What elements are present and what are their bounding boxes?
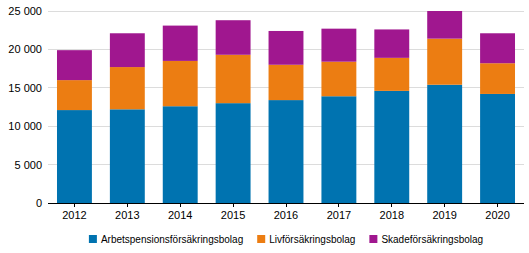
bar [57, 50, 92, 80]
legend-swatch [257, 235, 265, 243]
x-tick [233, 203, 234, 207]
bar [269, 100, 304, 203]
bar [163, 106, 198, 203]
grid-line [48, 203, 524, 204]
bar [216, 20, 251, 55]
bar [110, 109, 145, 203]
y-tick-label: 10 000 [8, 120, 42, 132]
y-tick-label: 15 000 [8, 82, 42, 94]
bar [480, 33, 515, 63]
bar [216, 55, 251, 103]
x-tick-label: 2017 [327, 209, 351, 221]
bar [374, 29, 409, 57]
legend-label: Arbetspensionsförsäkringsbolag [101, 234, 243, 245]
y-tick-label: 5 000 [14, 159, 42, 171]
bars [57, 11, 515, 203]
x-tick [497, 203, 498, 207]
bar [216, 103, 251, 203]
bar [480, 94, 515, 203]
bar [57, 80, 92, 110]
x-tick [444, 203, 445, 207]
x-tick-label: 2015 [221, 209, 245, 221]
y-tick-label: 20 000 [8, 43, 42, 55]
x-tick-label: 2019 [432, 209, 456, 221]
y-tick-label: 25 000 [8, 5, 42, 17]
bar [163, 61, 198, 106]
legend-label: Livförsäkringsbolag [269, 234, 355, 245]
x-tick [286, 203, 287, 207]
bar [321, 29, 356, 62]
grid [48, 11, 524, 203]
x-tick [391, 203, 392, 207]
bar [163, 26, 198, 61]
bar [110, 33, 145, 67]
x-axis [48, 203, 524, 204]
y-tick-label: 0 [36, 197, 42, 209]
bar [269, 65, 304, 100]
legend-item: Skadeförsäkringsbolag [369, 234, 483, 245]
bar [321, 62, 356, 97]
bar [374, 58, 409, 91]
legend: Arbetspensionsförsäkringsbolag Livförsäkr… [89, 234, 483, 245]
bar [374, 91, 409, 203]
bar [269, 31, 304, 65]
x-tick [127, 203, 128, 207]
x-tick-label: 2020 [485, 209, 509, 221]
legend-item: Arbetspensionsförsäkringsbolag [89, 234, 243, 245]
chart: 0 5 000 10 000 15 000 20 000 25 000 2012 2013 20… [0, 0, 529, 253]
legend-item: Livförsäkringsbolag [257, 234, 355, 245]
bar [480, 63, 515, 94]
x-tick [180, 203, 181, 207]
x-tick-label: 2013 [115, 209, 139, 221]
bar [427, 11, 462, 39]
x-tick-label: 2018 [380, 209, 404, 221]
x-tick-label: 2014 [168, 209, 192, 221]
bar [321, 96, 356, 203]
x-tick-label: 2016 [274, 209, 298, 221]
x-tick [338, 203, 339, 207]
bar [427, 85, 462, 203]
legend-label: Skadeförsäkringsbolag [381, 234, 483, 245]
bar [427, 39, 462, 85]
bar [110, 67, 145, 109]
x-tick-label: 2012 [62, 209, 86, 221]
legend-swatch [369, 235, 377, 243]
legend-swatch [89, 235, 97, 243]
x-tick [74, 203, 75, 207]
bar [57, 110, 92, 203]
